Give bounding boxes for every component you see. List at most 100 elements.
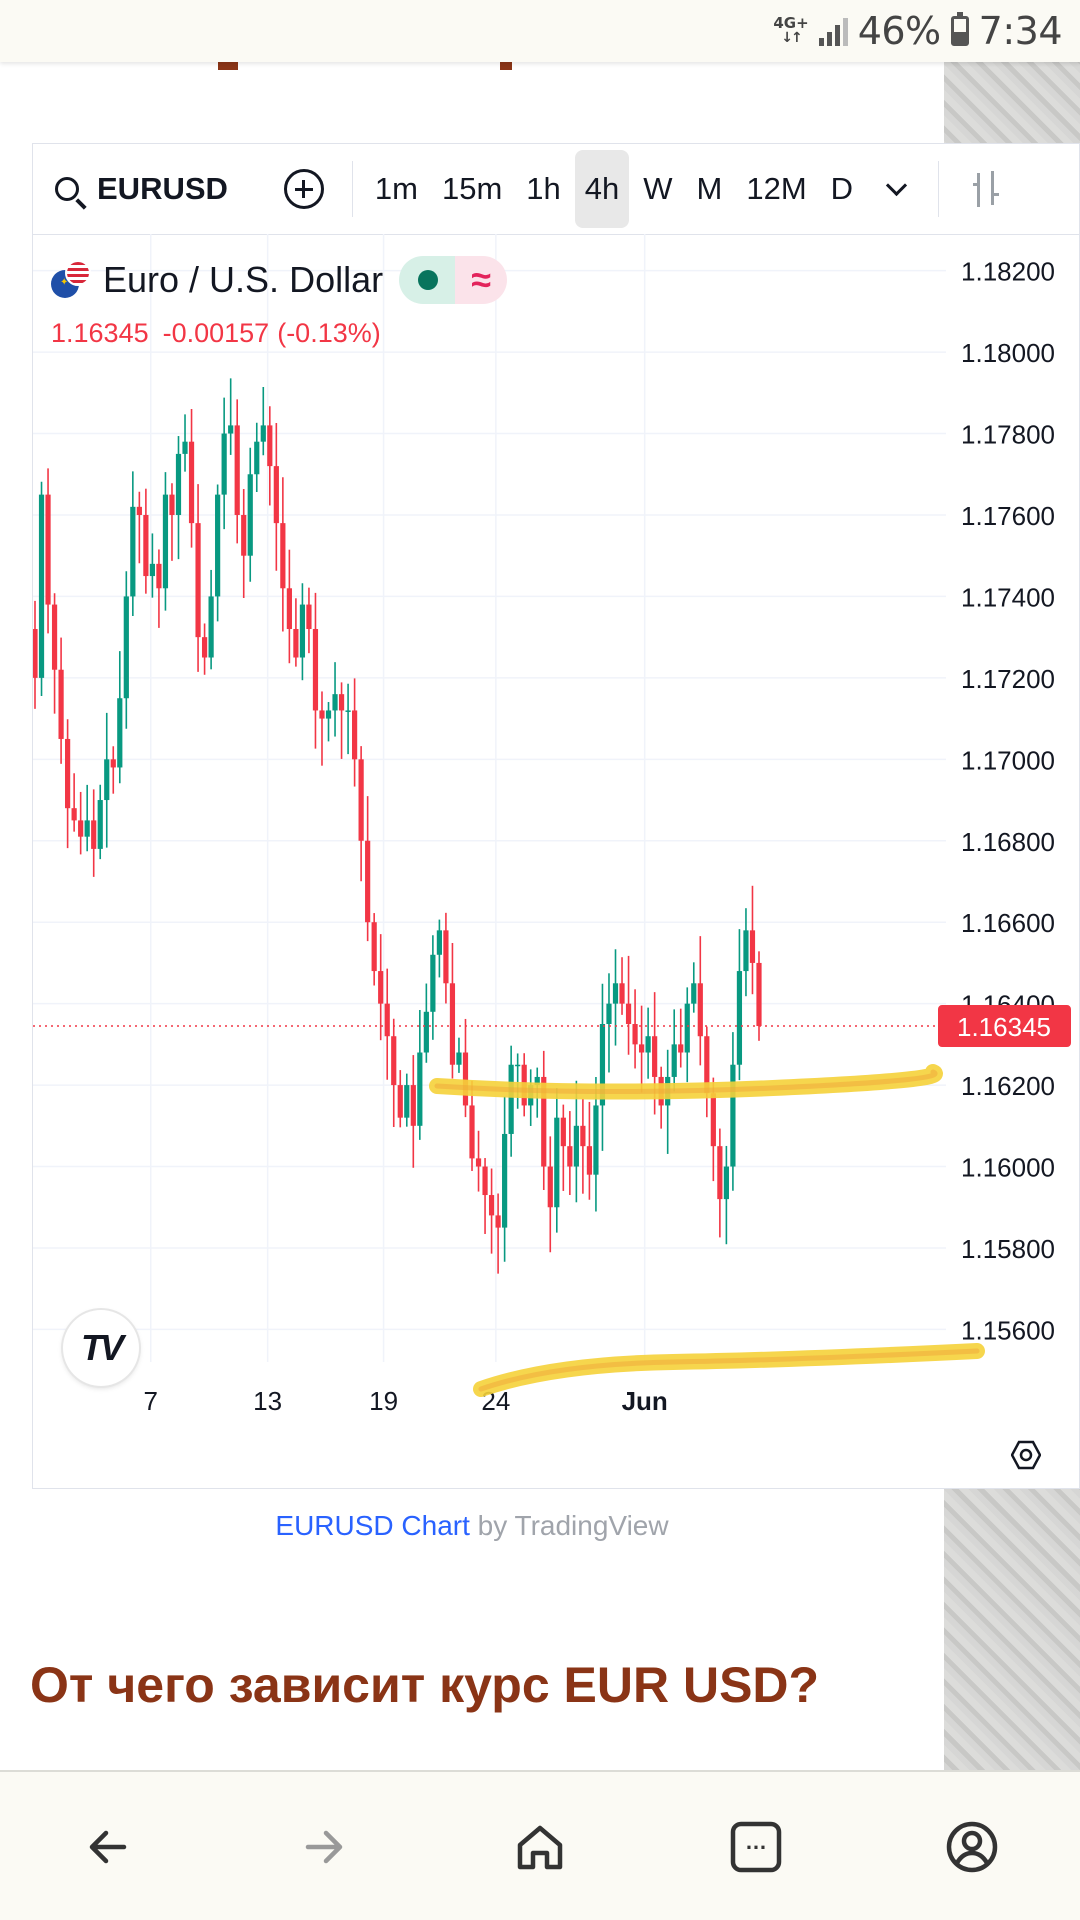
candle-body bbox=[736, 971, 743, 1065]
candle-body bbox=[560, 1117, 566, 1147]
candle-body bbox=[423, 1011, 429, 1053]
network-indicator: 4G+ ↓↑ bbox=[773, 16, 808, 46]
y-axis-tick-label: 1.16800 bbox=[961, 827, 1055, 857]
y-axis-tick-label: 1.17200 bbox=[961, 664, 1055, 694]
candle-body bbox=[619, 983, 625, 1004]
candle-body bbox=[104, 759, 110, 801]
candle-body bbox=[51, 604, 58, 670]
legend-last-price: 1.16345 bbox=[51, 318, 149, 348]
candle-body bbox=[195, 523, 201, 638]
legend-change: -0.00157 bbox=[162, 318, 270, 348]
market-open-dot-icon bbox=[399, 256, 456, 304]
candle-body bbox=[606, 1003, 612, 1025]
y-axis-tick-label: 1.15800 bbox=[961, 1234, 1055, 1264]
candle-body bbox=[652, 1036, 658, 1077]
interval-d[interactable]: D bbox=[830, 171, 854, 206]
interval-15m[interactable]: 15m bbox=[441, 171, 503, 206]
interval-1h[interactable]: 1h bbox=[526, 171, 561, 206]
candles-style-icon[interactable] bbox=[973, 169, 1000, 209]
candle-body bbox=[260, 425, 266, 442]
candle-body bbox=[345, 710, 351, 712]
candle-body bbox=[482, 1166, 488, 1196]
candle-body bbox=[475, 1158, 482, 1167]
interval-12m[interactable]: 12M bbox=[746, 171, 807, 206]
browser-bottom-nav: … bbox=[0, 1770, 1080, 1920]
interval-m[interactable]: M bbox=[696, 171, 723, 206]
candle-body bbox=[573, 1125, 579, 1167]
candle-body bbox=[599, 1024, 606, 1106]
candle-body bbox=[378, 971, 384, 1004]
candle-body bbox=[743, 930, 749, 972]
legend-change-percent: (-0.13%) bbox=[277, 318, 381, 348]
settings-hexagon-icon[interactable] bbox=[1011, 1440, 1041, 1470]
price-chart[interactable]: 1.18200 1.18000 1.17800 1.17600 1.17400 1.172… bbox=[33, 234, 1080, 1488]
candle-body bbox=[97, 800, 103, 849]
tabs-icon bbox=[730, 1821, 782, 1873]
interval-4h[interactable]: 4h bbox=[574, 150, 630, 228]
candle-body bbox=[384, 1003, 390, 1037]
attribution-by[interactable]: by TradingView bbox=[469, 1510, 669, 1541]
candle-body bbox=[143, 514, 149, 577]
candle-body bbox=[241, 514, 247, 556]
candle-body bbox=[371, 922, 377, 972]
candle-body bbox=[469, 1105, 475, 1159]
tabs-button[interactable]: … bbox=[724, 1815, 788, 1879]
candle-body bbox=[515, 1064, 521, 1067]
forward-button[interactable] bbox=[292, 1815, 356, 1879]
support-highlight-edge bbox=[478, 1348, 980, 1392]
candle-body bbox=[286, 588, 292, 630]
candle-body bbox=[215, 494, 221, 597]
x-axis-tick-label: 7 bbox=[144, 1386, 158, 1416]
candle-body bbox=[117, 698, 123, 768]
candle-body bbox=[691, 983, 697, 1004]
compare-add-icon[interactable] bbox=[283, 169, 324, 209]
interval-1m[interactable]: 1m bbox=[374, 171, 418, 206]
candle-body bbox=[710, 1093, 716, 1147]
chart-widget: EURUSD 1m 15m 1h 4h W M 12M D bbox=[32, 143, 1080, 1489]
candle-body bbox=[247, 474, 253, 556]
candle-body bbox=[182, 441, 188, 454]
chart-legend: Euro / U.S. Dollar ≈ 1.16345 -0.00157(-0.… bbox=[51, 256, 508, 349]
tradingview-logo[interactable]: TV bbox=[63, 1310, 139, 1386]
interval-w[interactable]: W bbox=[643, 171, 673, 206]
candle-body bbox=[234, 425, 240, 515]
candle-body bbox=[730, 1064, 736, 1167]
symbol-search-button[interactable]: EURUSD bbox=[55, 159, 228, 219]
chevron-down-icon[interactable] bbox=[885, 174, 908, 196]
x-axis-tick-label: 19 bbox=[369, 1386, 398, 1416]
signal-strength-icon bbox=[818, 16, 848, 46]
candle-body bbox=[723, 1166, 729, 1200]
profile-button[interactable] bbox=[940, 1815, 1004, 1879]
candle-body bbox=[462, 1052, 469, 1106]
last-price-badge bbox=[938, 1005, 1071, 1048]
candle-body bbox=[534, 1076, 540, 1086]
back-button[interactable] bbox=[76, 1815, 140, 1879]
x-axis-tick-label: Jun bbox=[622, 1386, 668, 1416]
candle-body bbox=[397, 1085, 403, 1118]
eurusd-chart-link[interactable]: EURUSD Chart bbox=[275, 1510, 470, 1541]
candle-body bbox=[38, 494, 45, 678]
candle-body bbox=[221, 433, 227, 495]
candle-body bbox=[267, 425, 273, 467]
candle-body bbox=[352, 710, 358, 760]
chart-attribution: EURUSD Chart by TradingView bbox=[0, 1510, 944, 1542]
candle-body bbox=[273, 466, 279, 524]
candle-body bbox=[717, 1146, 723, 1200]
candle-body bbox=[704, 1036, 710, 1094]
home-button[interactable] bbox=[508, 1815, 572, 1879]
candle-body bbox=[404, 1085, 410, 1118]
candle-body bbox=[508, 1064, 514, 1134]
candle-body bbox=[280, 523, 286, 589]
candle-body bbox=[325, 710, 332, 719]
clock: 7:34 bbox=[978, 9, 1063, 53]
candle-body bbox=[84, 820, 90, 837]
candle-body bbox=[358, 759, 364, 841]
account-icon bbox=[946, 1821, 998, 1873]
legend-title: Euro / U.S. Dollar bbox=[103, 259, 384, 300]
candle-body bbox=[228, 425, 234, 434]
candle-body bbox=[338, 694, 345, 711]
candle-body bbox=[586, 1146, 593, 1175]
candle-body bbox=[671, 1044, 677, 1077]
candle-body bbox=[91, 820, 97, 849]
market-status-pill[interactable]: ≈ bbox=[399, 256, 508, 304]
